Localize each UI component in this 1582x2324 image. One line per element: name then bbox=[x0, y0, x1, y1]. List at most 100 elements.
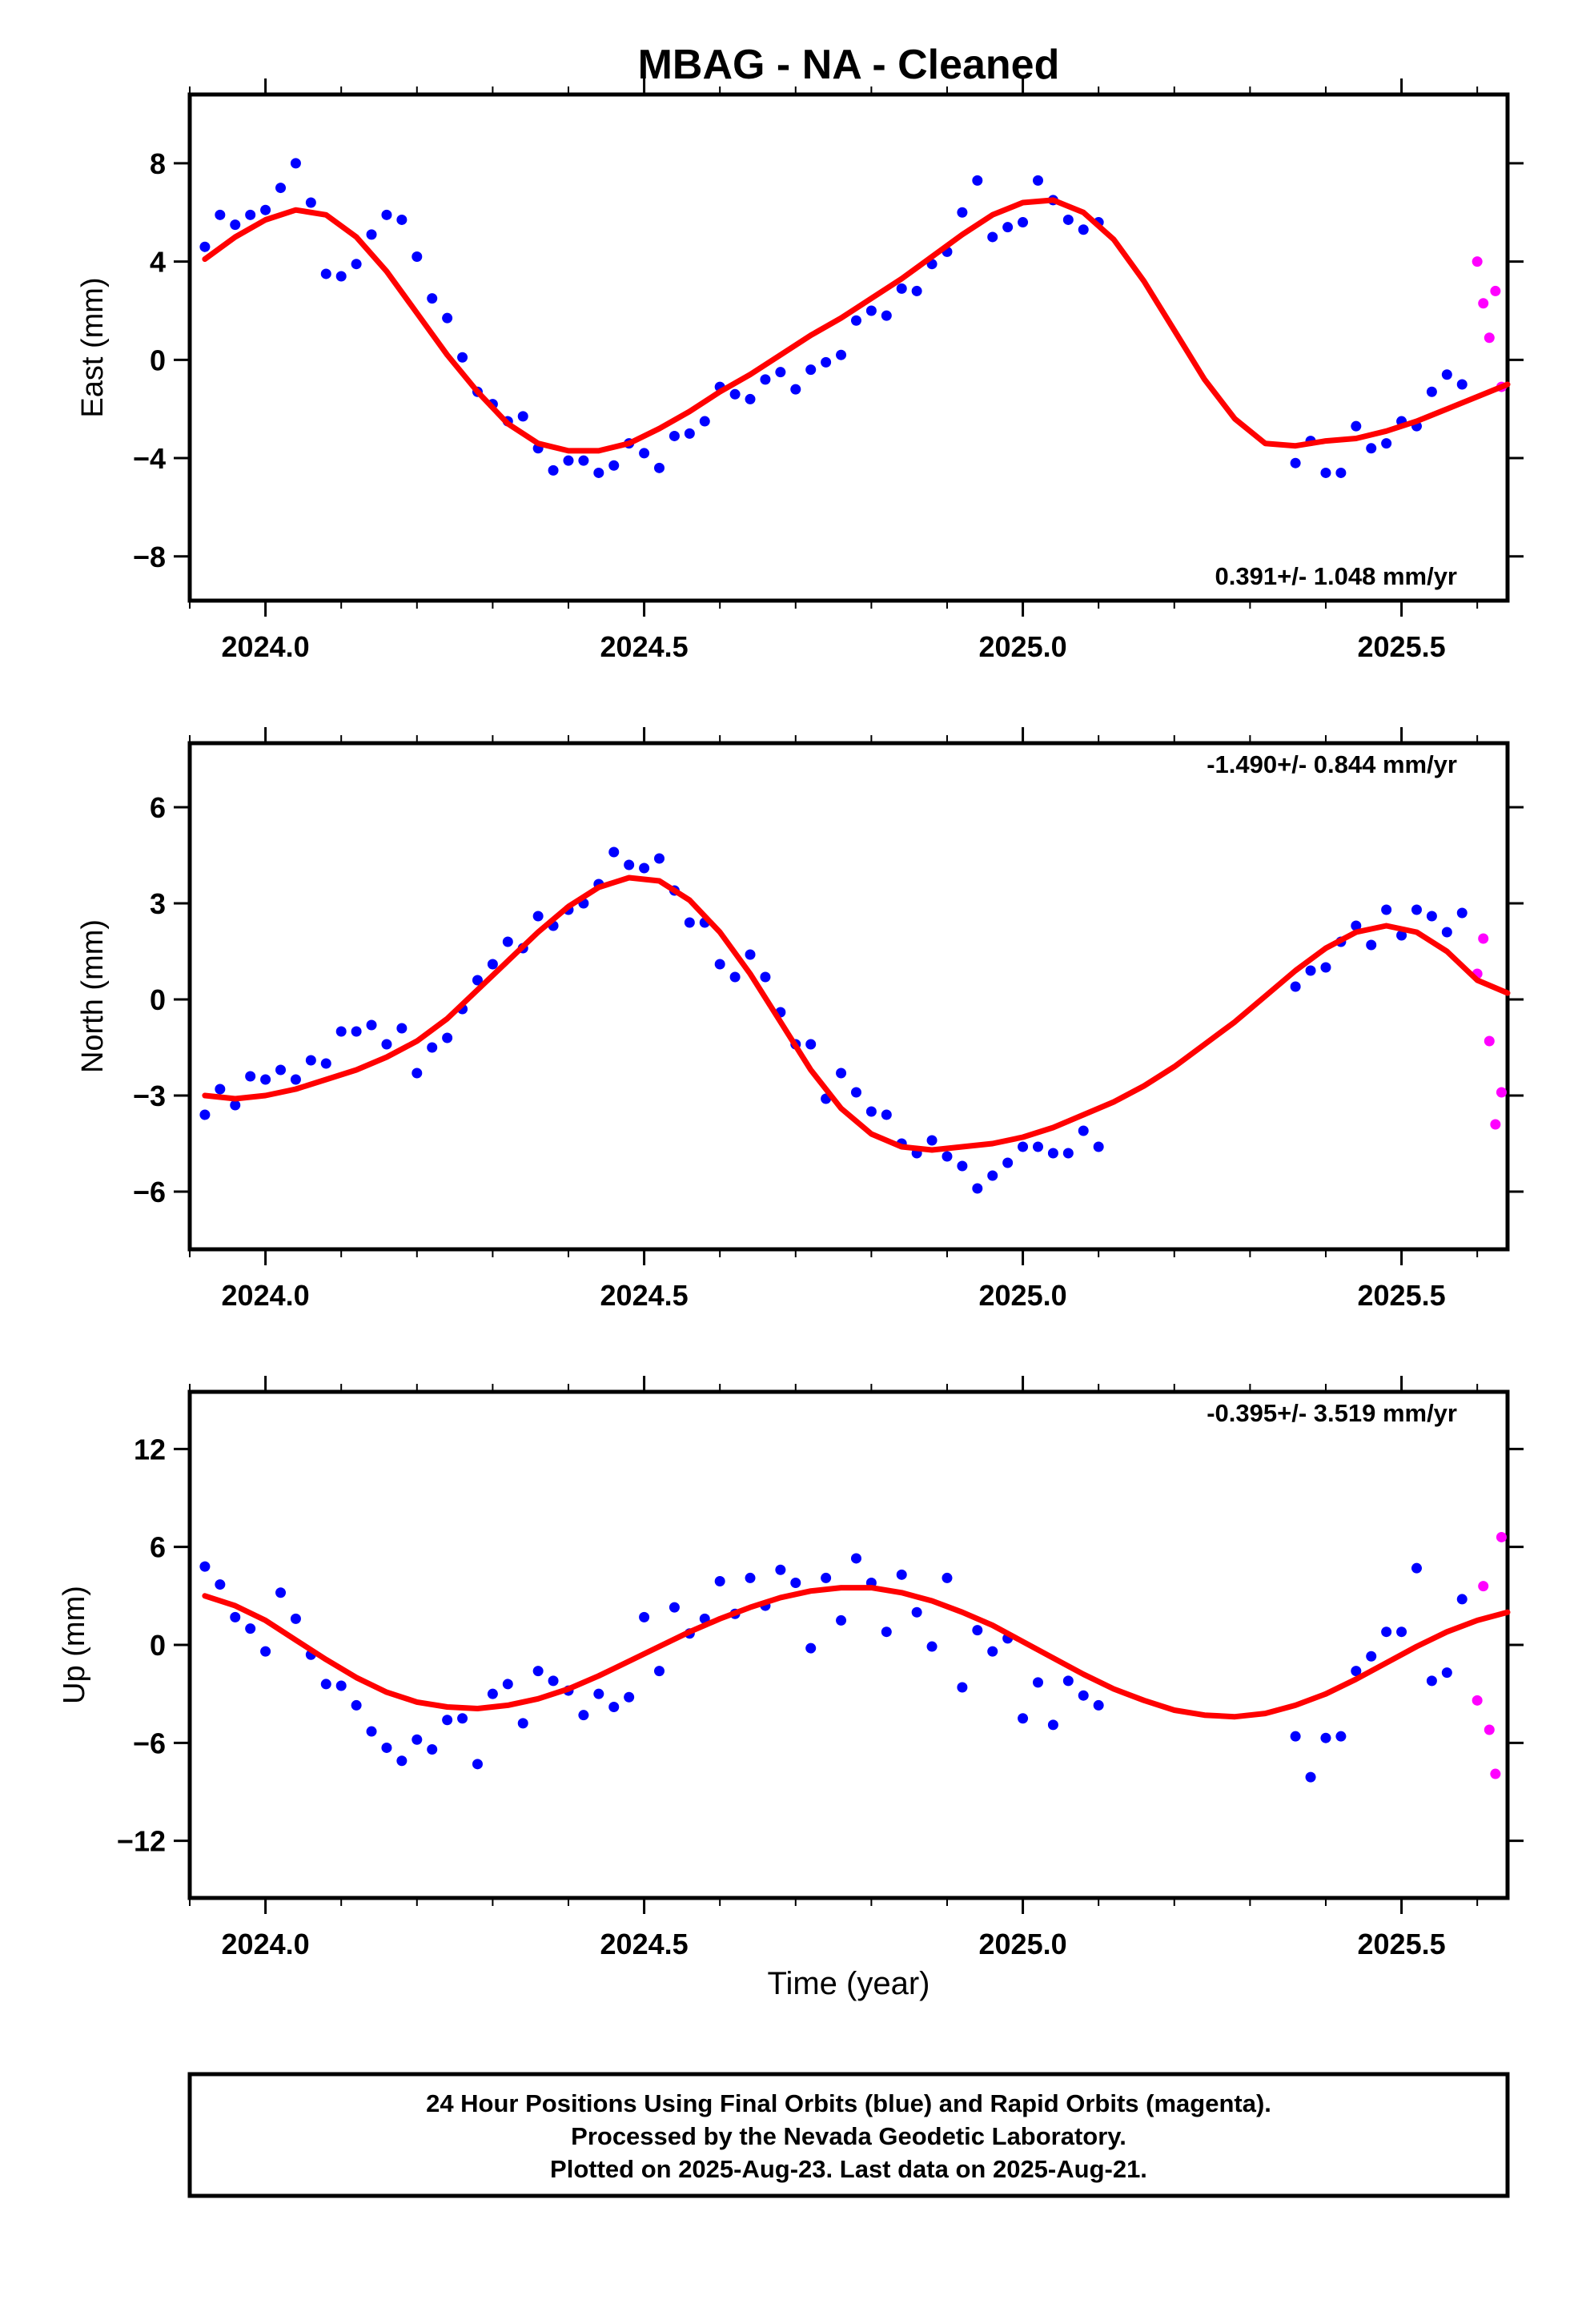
east-final-point bbox=[290, 158, 301, 169]
north-final-point bbox=[199, 1109, 211, 1120]
up-final-point bbox=[245, 1623, 256, 1634]
north-final-point bbox=[305, 1055, 316, 1066]
east-final-point bbox=[427, 293, 438, 304]
north-final-point bbox=[1381, 904, 1392, 915]
north-final-point bbox=[412, 1068, 423, 1079]
north-final-point bbox=[366, 1019, 377, 1031]
north-y-tick-label: 6 bbox=[150, 791, 166, 824]
north-final-point bbox=[1411, 904, 1422, 915]
up-final-point bbox=[805, 1642, 817, 1654]
up-final-point bbox=[608, 1701, 620, 1712]
east-final-point bbox=[593, 467, 604, 478]
east-y-tick-label: 8 bbox=[150, 147, 166, 180]
up-panel: 2024.0 2024.5 2025.0 2025.5 −12 −6 0 6 12 Up (mm)… bbox=[58, 1376, 1524, 1960]
footer-line-1: 24 Hour Positions Using Final Orbits (bl… bbox=[426, 2089, 1271, 2117]
north-final-point bbox=[1305, 965, 1316, 976]
east-y-tick-label: −8 bbox=[133, 541, 166, 573]
east-final-point bbox=[865, 305, 877, 316]
east-final-point bbox=[639, 448, 650, 459]
up-rate-label: -0.395+/- 3.519 mm/yr bbox=[1207, 1399, 1457, 1427]
east-final-point bbox=[1032, 175, 1043, 186]
footer-frame bbox=[187, 2072, 1510, 2198]
up-final-point bbox=[366, 1726, 377, 1737]
up-final-point bbox=[896, 1569, 907, 1580]
north-final-point bbox=[1062, 1148, 1074, 1159]
up-model-fit-line bbox=[202, 1585, 1511, 1720]
up-final-point bbox=[502, 1679, 513, 1690]
up-final-point bbox=[532, 1666, 544, 1677]
north-final-point bbox=[351, 1026, 362, 1037]
footer-line-3: Plotted on 2025-Aug-23. Last data on 202… bbox=[550, 2155, 1147, 2183]
up-y-axis-label: Up (mm) bbox=[58, 1586, 91, 1704]
up-final-point bbox=[1441, 1667, 1452, 1679]
north-final-point bbox=[381, 1039, 392, 1050]
east-final-point bbox=[821, 356, 832, 368]
east-panel: 2024.0 2024.5 2025.0 2025.5 −8 −4 0 4 8 East (mm)… bbox=[76, 78, 1524, 663]
east-final-point bbox=[790, 384, 801, 395]
east-final-point bbox=[669, 430, 680, 441]
east-x-tick-label: 2025.5 bbox=[1358, 630, 1446, 663]
up-final-point bbox=[926, 1641, 938, 1652]
north-model-fit-line bbox=[202, 875, 1511, 1153]
east-final-point bbox=[987, 231, 998, 243]
north-final-point bbox=[230, 1100, 241, 1111]
east-y-tick-label: −4 bbox=[133, 442, 166, 475]
east-final-point bbox=[396, 214, 408, 225]
east-final-point bbox=[563, 455, 574, 466]
footer-box: 24 Hour Positions Using Final Orbits (bl… bbox=[187, 2072, 1510, 2198]
east-final-point bbox=[275, 183, 287, 194]
east-final-point bbox=[517, 411, 528, 422]
up-x-tick-label: 2025.5 bbox=[1358, 1928, 1446, 1960]
north-final-point bbox=[215, 1084, 226, 1095]
east-final-point bbox=[335, 271, 347, 282]
up-final-point bbox=[654, 1666, 665, 1677]
east-final-point bbox=[1002, 222, 1014, 233]
north-final-point bbox=[1396, 930, 1407, 941]
north-final-point bbox=[1018, 1141, 1029, 1152]
up-final-point bbox=[1456, 1594, 1468, 1605]
east-x-tick-label: 2024.0 bbox=[222, 630, 310, 663]
east-final-point bbox=[260, 204, 271, 215]
north-panel: 2024.0 2024.5 2025.0 2025.5 −6 −3 0 3 6 North (mm… bbox=[76, 727, 1524, 1312]
north-final-point bbox=[972, 1183, 983, 1194]
up-final-point bbox=[1305, 1771, 1316, 1783]
north-y-tick-label: −6 bbox=[133, 1176, 166, 1208]
up-final-point bbox=[215, 1579, 226, 1590]
north-final-point bbox=[1093, 1141, 1104, 1152]
north-final-point bbox=[805, 1039, 817, 1050]
east-final-point bbox=[1381, 438, 1392, 449]
north-x-tick-label: 2025.5 bbox=[1358, 1279, 1446, 1312]
east-y-tick-label: 0 bbox=[150, 344, 166, 376]
up-final-point bbox=[381, 1742, 392, 1753]
east-plot-frame bbox=[187, 92, 1510, 603]
north-final-point bbox=[684, 917, 695, 928]
up-final-point bbox=[335, 1680, 347, 1691]
up-final-point bbox=[1078, 1690, 1089, 1701]
up-final-point bbox=[1396, 1626, 1407, 1638]
north-final-point bbox=[1426, 911, 1437, 922]
north-final-point bbox=[487, 959, 498, 970]
east-rapid-point bbox=[1490, 285, 1501, 296]
east-final-point bbox=[1078, 224, 1089, 235]
east-final-point bbox=[230, 219, 241, 231]
up-final-point bbox=[578, 1710, 589, 1721]
east-final-point bbox=[412, 251, 423, 262]
north-final-point bbox=[729, 971, 741, 983]
north-y-tick-label: 3 bbox=[150, 887, 166, 920]
up-y-tick-label: −6 bbox=[133, 1727, 166, 1759]
east-model-fit-line bbox=[202, 197, 1511, 454]
north-final-point bbox=[1078, 1125, 1089, 1136]
up-final-point bbox=[427, 1743, 438, 1755]
x-axis-label: Time (year) bbox=[768, 1966, 930, 2001]
east-final-point bbox=[896, 283, 907, 294]
north-y-tick-label: 0 bbox=[150, 983, 166, 1016]
east-final-point bbox=[457, 352, 468, 363]
chart-title: MBAG - NA - Cleaned bbox=[638, 42, 1060, 88]
up-plot-frame bbox=[187, 1389, 1510, 1900]
up-final-point bbox=[1366, 1651, 1377, 1662]
up-final-point bbox=[351, 1699, 362, 1711]
up-final-point bbox=[1062, 1675, 1074, 1687]
up-y-tick-label: 6 bbox=[150, 1531, 166, 1564]
north-final-point bbox=[442, 1032, 453, 1043]
up-final-point bbox=[624, 1691, 635, 1703]
